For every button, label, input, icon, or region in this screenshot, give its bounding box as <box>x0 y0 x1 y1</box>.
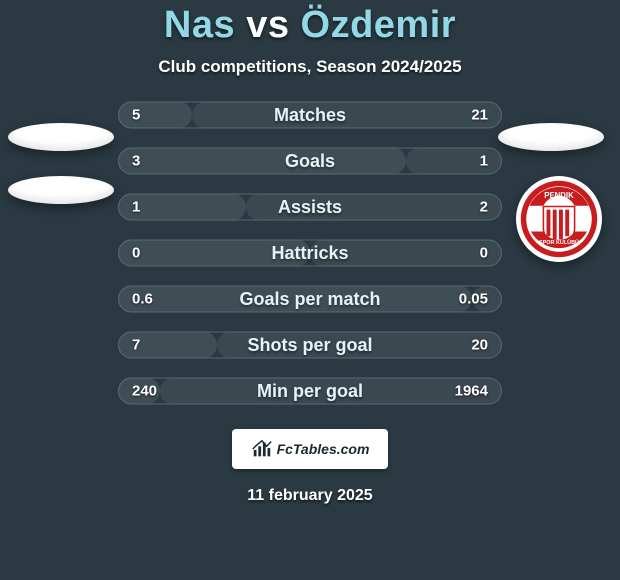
stat-value-right: 1964 <box>455 383 488 400</box>
svg-text:SPOR KULÜBÜ: SPOR KULÜBÜ <box>539 239 579 246</box>
stat-value-right: 21 <box>471 107 488 124</box>
player1-avatar-placeholder <box>8 123 114 151</box>
svg-text:PENDIK: PENDIK <box>544 191 574 200</box>
stat-value-right: 0 <box>480 245 488 262</box>
vs-text: vs <box>246 4 289 46</box>
date-text: 11 february 2025 <box>247 487 372 505</box>
stat-value-left: 5 <box>132 107 140 124</box>
comparison-card: Nas vs Özdemir Club competitions, Season… <box>0 0 620 580</box>
stat-pill-right <box>246 194 502 221</box>
stat-row: Assists12 <box>118 191 502 223</box>
title: Nas vs Özdemir <box>164 4 456 47</box>
stat-pill-right <box>217 332 502 359</box>
stat-value-left: 240 <box>132 383 157 400</box>
stat-value-left: 7 <box>132 337 140 354</box>
player1-name: Nas <box>164 4 235 46</box>
stat-value-left: 3 <box>132 153 140 170</box>
stat-value-right: 2 <box>480 199 488 216</box>
stat-value-right: 0.05 <box>459 291 488 308</box>
stat-value-right: 1 <box>480 153 488 170</box>
player2-name: Özdemir <box>301 4 457 46</box>
player2-avatar-placeholder <box>498 123 604 151</box>
stat-row: Shots per goal720 <box>118 329 502 361</box>
stat-pill-left <box>118 148 406 175</box>
stat-row: Min per goal2401964 <box>118 375 502 407</box>
brand-text: FcTables.com <box>277 441 370 457</box>
stats-list: Matches521Goals31Assists12Hattricks00Goa… <box>118 99 502 407</box>
stat-value-left: 0.6 <box>132 291 153 308</box>
player2-club-logo: PENDIK SPOR KULÜBÜ <box>516 176 602 262</box>
stat-value-right: 20 <box>471 337 488 354</box>
player1-club-placeholder <box>8 176 114 204</box>
stat-value-left: 0 <box>132 245 140 262</box>
stat-pill-left <box>118 286 472 313</box>
stat-pill-left <box>118 102 192 129</box>
stat-row: Goals31 <box>118 145 502 177</box>
stat-row: Matches521 <box>118 99 502 131</box>
stat-value-left: 1 <box>132 199 140 216</box>
pendik-logo-icon: PENDIK SPOR KULÜBÜ <box>520 180 598 258</box>
chart-icon <box>251 438 273 460</box>
stat-row: Goals per match0.60.05 <box>118 283 502 315</box>
stat-pill-right <box>310 240 502 267</box>
stat-pill-left <box>118 240 310 267</box>
brand-badge[interactable]: FcTables.com <box>232 429 388 469</box>
stat-pill-right <box>192 102 502 129</box>
stat-pill-right <box>160 378 502 405</box>
stat-row: Hattricks00 <box>118 237 502 269</box>
subtitle: Club competitions, Season 2024/2025 <box>158 57 461 77</box>
